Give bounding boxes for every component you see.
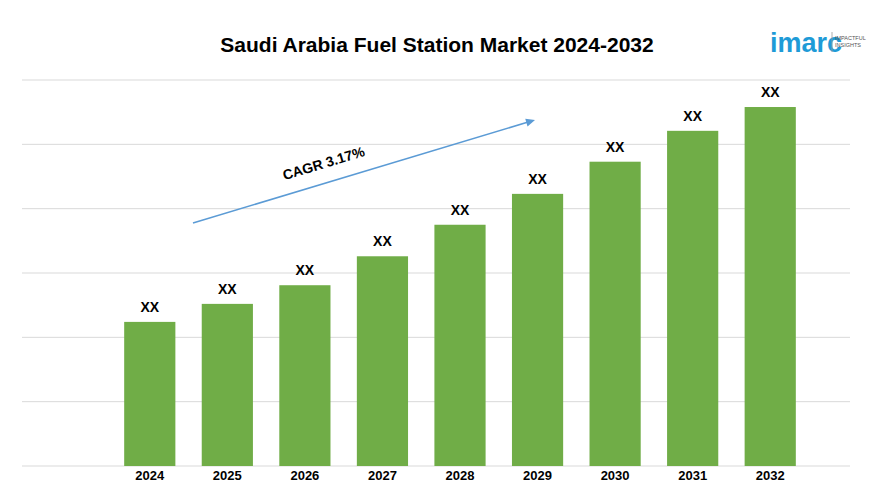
grid-line (22, 208, 850, 209)
logo-divider (832, 32, 833, 52)
bar (434, 225, 485, 466)
bar (357, 256, 408, 466)
logo: imarcIMPACTFULINSIGHTS (770, 28, 866, 58)
x-tick-label: 2028 (446, 468, 475, 483)
grid (22, 80, 850, 466)
logo-tagline: INSIGHTS (835, 42, 861, 48)
data-label: XX (218, 281, 237, 297)
x-tick-label: 2027 (368, 468, 397, 483)
data-label: XX (528, 171, 547, 187)
x-tick-label: 2029 (523, 468, 552, 483)
data-label: XX (296, 262, 315, 278)
x-tick-labels: 2024 2025 2026 2027 2028 2029 2030 2031 2032 (135, 468, 784, 483)
data-label: XX (373, 233, 392, 249)
annotation-arrowhead (525, 119, 535, 127)
annotation: CAGR 3.17% (193, 119, 535, 223)
bar (124, 322, 175, 466)
x-tick-label: 2030 (601, 468, 630, 483)
annotation-arrow (193, 122, 527, 223)
x-tick-label: 2026 (290, 468, 319, 483)
bar (745, 107, 796, 466)
data-labels: XX XX XX XX XX XX XX XX XX (140, 84, 780, 315)
chart: Saudi Arabia Fuel Station Market 2024-20… (0, 0, 873, 490)
annotation-text: CAGR 3.17% (281, 143, 367, 183)
bar (590, 162, 641, 466)
logo-text: imarc (770, 28, 842, 58)
x-tick-label: 2025 (213, 468, 242, 483)
bar (667, 131, 718, 466)
grid-line (22, 80, 850, 81)
data-label: XX (451, 202, 470, 218)
data-label: XX (683, 108, 702, 124)
grid-line (22, 144, 850, 145)
bar (512, 194, 563, 466)
title: Saudi Arabia Fuel Station Market 2024-20… (220, 33, 653, 56)
x-tick-label: 2024 (135, 468, 165, 483)
bars (124, 107, 796, 466)
data-label: XX (606, 139, 625, 155)
bar (202, 304, 253, 466)
logo-tagline: IMPACTFUL (835, 35, 866, 41)
data-label: XX (761, 84, 780, 100)
bar (279, 285, 330, 466)
x-tick-label: 2032 (756, 468, 785, 483)
data-label: XX (140, 299, 159, 315)
x-tick-label: 2031 (678, 468, 707, 483)
